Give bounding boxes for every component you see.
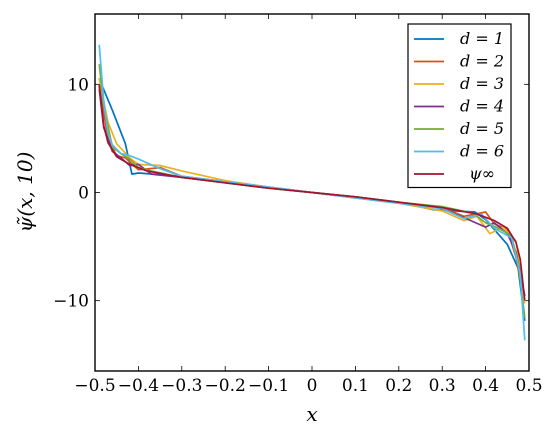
x-tick-label: −0.5: [74, 376, 115, 396]
x-tick-label: 0.5: [515, 376, 542, 396]
y-tick-label: −10: [53, 292, 89, 312]
x-tick-label: −0.2: [205, 376, 246, 396]
legend-label-2: d = 2: [460, 52, 504, 71]
y-tick-label: 10: [67, 75, 89, 95]
legend-label-3: d = 3: [460, 74, 504, 93]
series-line-7: [98, 84, 526, 301]
legend-label-7: ψ∞: [469, 164, 495, 183]
tick-labels: −0.5 −0.4 −0.3 −0.2 −0.1 0 0.1 0.2 0.3 0.4 0.5 −10 0…: [53, 75, 542, 396]
x-tick-label: 0.1: [342, 376, 369, 396]
series-lines: [98, 44, 526, 341]
x-tick-label: −0.3: [161, 376, 202, 396]
x-tick-label: −0.1: [248, 376, 289, 396]
x-axis-label: x: [306, 402, 317, 426]
plot-area-frame: [94, 13, 530, 372]
x-tick-label: −0.4: [118, 376, 159, 396]
x-tick-label: 0.2: [385, 376, 412, 396]
x-tick-label: 0.3: [429, 376, 456, 396]
legend-label-4: d = 4: [460, 97, 504, 116]
y-tick-label: 0: [78, 184, 89, 204]
x-tick-label: 0: [307, 376, 318, 396]
legend-label-1: d = 1: [460, 29, 504, 48]
series-line-6: [98, 44, 526, 341]
legend-label-6: d = 6: [460, 142, 504, 161]
legend: d = 1 d = 2 d = 3 d = 4 d = 5 d = 6 ψ∞: [407, 23, 512, 189]
y-axis-label: ψ̃(x, 10): [13, 152, 37, 233]
x-tick-label: 0.4: [472, 376, 499, 396]
legend-label-5: d = 5: [460, 119, 504, 138]
